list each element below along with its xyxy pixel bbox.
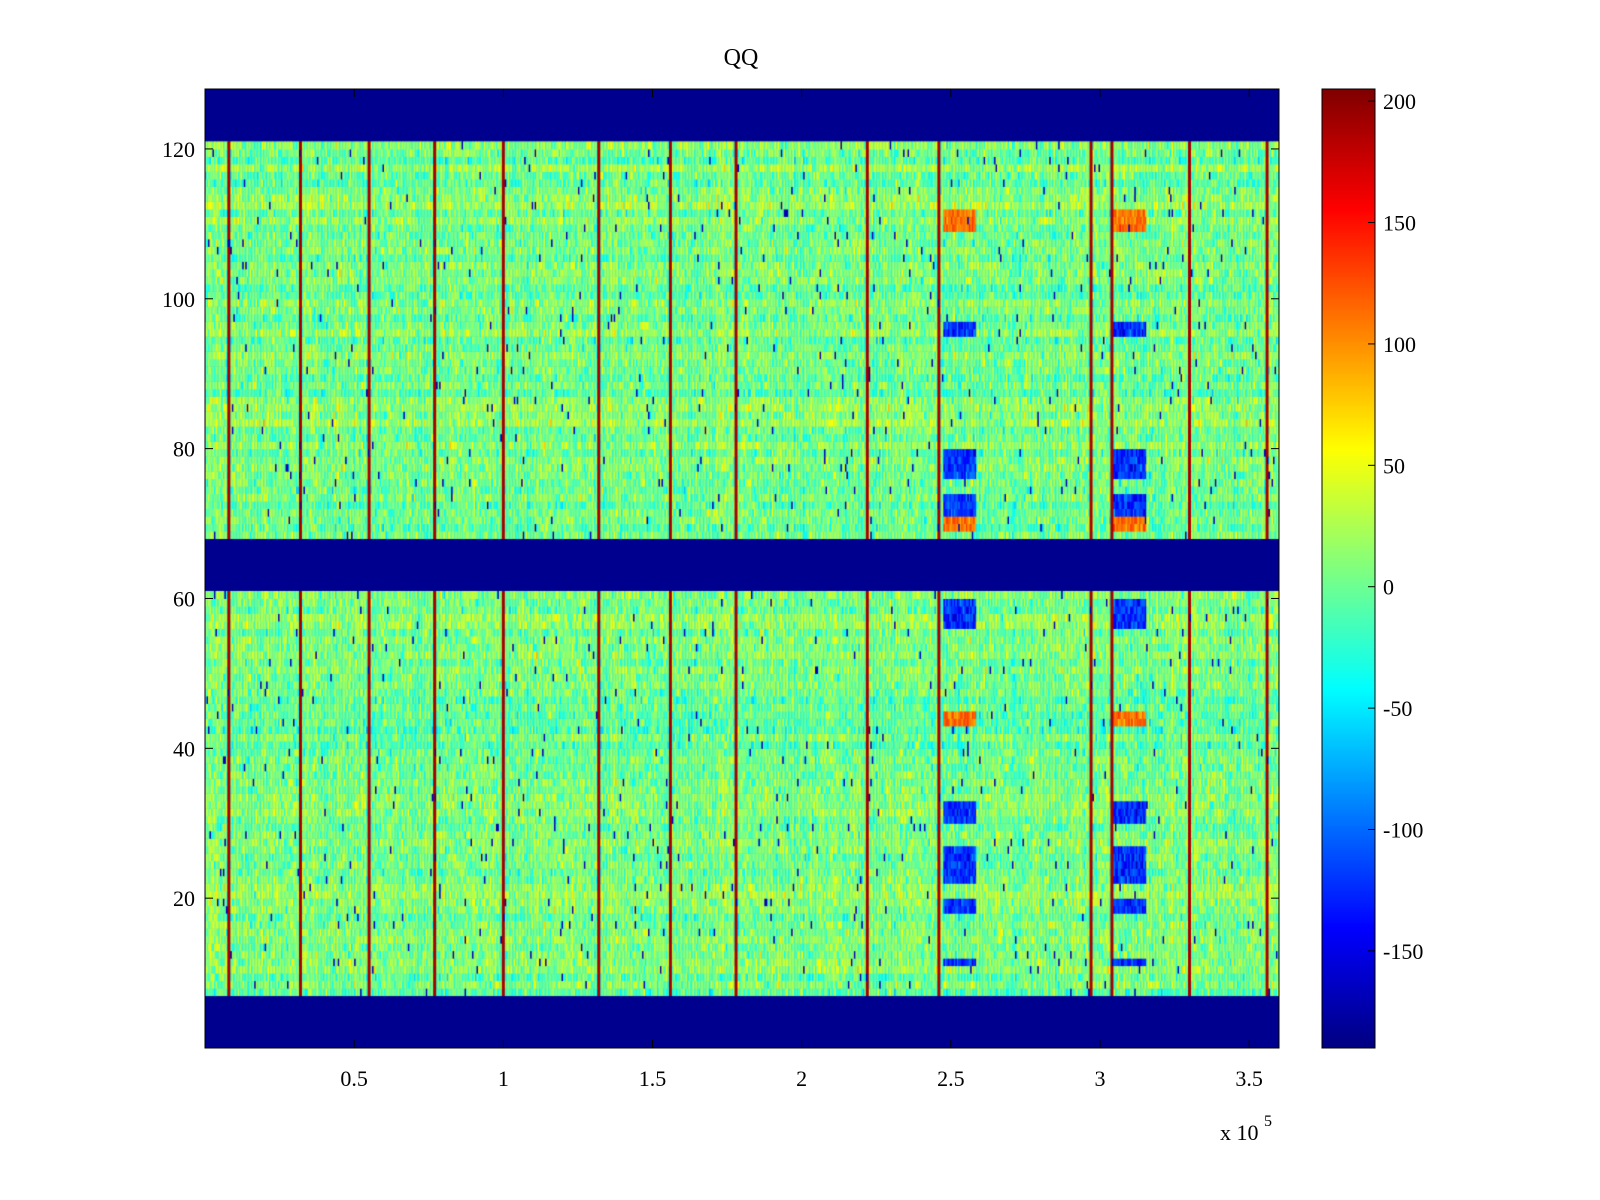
colorbar-gradient	[1322, 89, 1375, 1048]
y-tick-label: 20	[173, 886, 195, 911]
x-tick-label: 3.5	[1235, 1066, 1263, 1091]
colorbar-tick-label: 200	[1383, 89, 1416, 114]
colorbar-tick-label: 50	[1383, 453, 1405, 478]
colorbar-tick-label: 0	[1383, 575, 1394, 600]
colorbar-frame	[1321, 88, 1376, 1049]
x-tick-label: 3	[1095, 1066, 1106, 1091]
colorbar-tick-label: -50	[1383, 696, 1412, 721]
x-tick-label: 2	[796, 1066, 807, 1091]
x-tick-label: 1	[498, 1066, 509, 1091]
x-tick-label: 1.5	[639, 1066, 667, 1091]
colorbar: 200 150 100 50 0 -50 -100 -150	[1321, 88, 1423, 1049]
y-tick-label: 120	[162, 137, 195, 162]
y-axis: 20 40 60 80 100 120	[162, 137, 1279, 911]
plot-frame	[204, 88, 1280, 1049]
x-exponent-label: x 10 5	[1220, 1113, 1272, 1145]
heatmap-cells	[205, 89, 1279, 1048]
x-exponent-base: x 10	[1220, 1120, 1259, 1145]
colorbar-tick-label: 150	[1383, 211, 1416, 236]
x-exponent-power: 5	[1264, 1113, 1272, 1130]
heatmap-plot-area	[204, 88, 1280, 1049]
colorbar-tick-label: 100	[1383, 332, 1416, 357]
colorbar-tick-label: -150	[1383, 939, 1423, 964]
y-tick-label: 40	[173, 736, 195, 761]
colorbar-tick-label: -100	[1383, 817, 1423, 842]
chart-title: QQ	[724, 45, 759, 71]
x-tick-label: 2.5	[937, 1066, 965, 1091]
y-tick-label: 60	[173, 586, 195, 611]
y-tick-label: 80	[173, 437, 195, 462]
x-axis: 0.5 1 1.5 2 2.5 3 3.5	[340, 89, 1263, 1091]
y-tick-label: 100	[162, 287, 195, 312]
colorbar-axis: 200 150 100 50 0 -50 -100 -150	[1368, 89, 1423, 964]
x-tick-label: 0.5	[340, 1066, 368, 1091]
